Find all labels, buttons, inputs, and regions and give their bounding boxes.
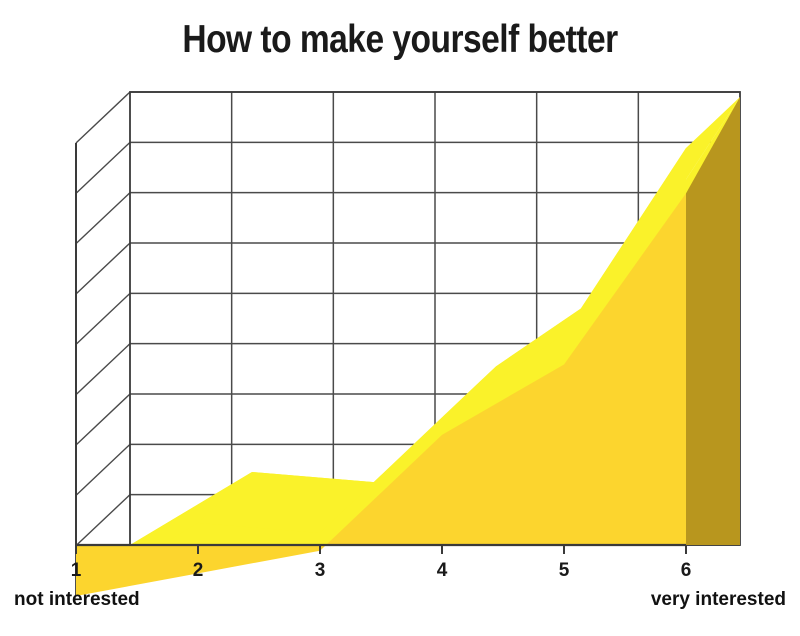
chart-axis [75, 143, 687, 554]
chart-labels: 1 2 3 4 5 6 not interested very interested [14, 560, 786, 610]
chart-series-group [76, 97, 740, 597]
chart-title: How to make yourself better [182, 18, 618, 61]
axis-label-not-interested: not interested [14, 589, 140, 610]
axis-label-very-interested: very interested [651, 589, 786, 610]
x-tick-label-5: 5 [559, 560, 570, 581]
x-tick-label-4: 4 [437, 560, 448, 581]
x-tick-label-6: 6 [681, 560, 692, 581]
x-tick-label-3: 3 [315, 560, 326, 581]
x-tick-label-2: 2 [193, 560, 204, 581]
x-tick-label-1: 1 [71, 560, 82, 581]
